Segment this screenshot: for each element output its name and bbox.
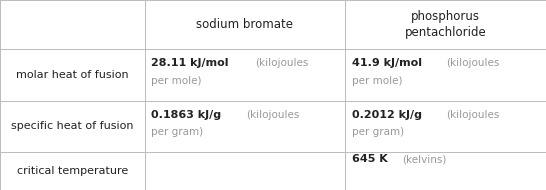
Text: per gram): per gram) [352,127,403,137]
Text: molar heat of fusion: molar heat of fusion [16,70,129,80]
Text: per gram): per gram) [151,127,203,137]
Text: 28.11 kJ/mol: 28.11 kJ/mol [151,59,229,69]
Text: (kilojoules: (kilojoules [446,59,500,69]
Text: specific heat of fusion: specific heat of fusion [11,121,134,131]
Text: 645 K: 645 K [352,154,387,165]
Text: per mole): per mole) [352,76,402,86]
Text: (kilojoules: (kilojoules [446,110,500,120]
Text: critical temperature: critical temperature [17,166,128,176]
Text: 0.2012 kJ/g: 0.2012 kJ/g [352,110,422,120]
Text: 41.9 kJ/mol: 41.9 kJ/mol [352,59,422,69]
Text: (kilojoules: (kilojoules [246,110,299,120]
Text: (kilojoules: (kilojoules [256,59,309,69]
Text: sodium bromate: sodium bromate [197,18,293,31]
Text: 0.1863 kJ/g: 0.1863 kJ/g [151,110,221,120]
Text: per mole): per mole) [151,76,201,86]
Text: (kelvins): (kelvins) [402,154,447,165]
Text: phosphorus
pentachloride: phosphorus pentachloride [405,10,486,39]
